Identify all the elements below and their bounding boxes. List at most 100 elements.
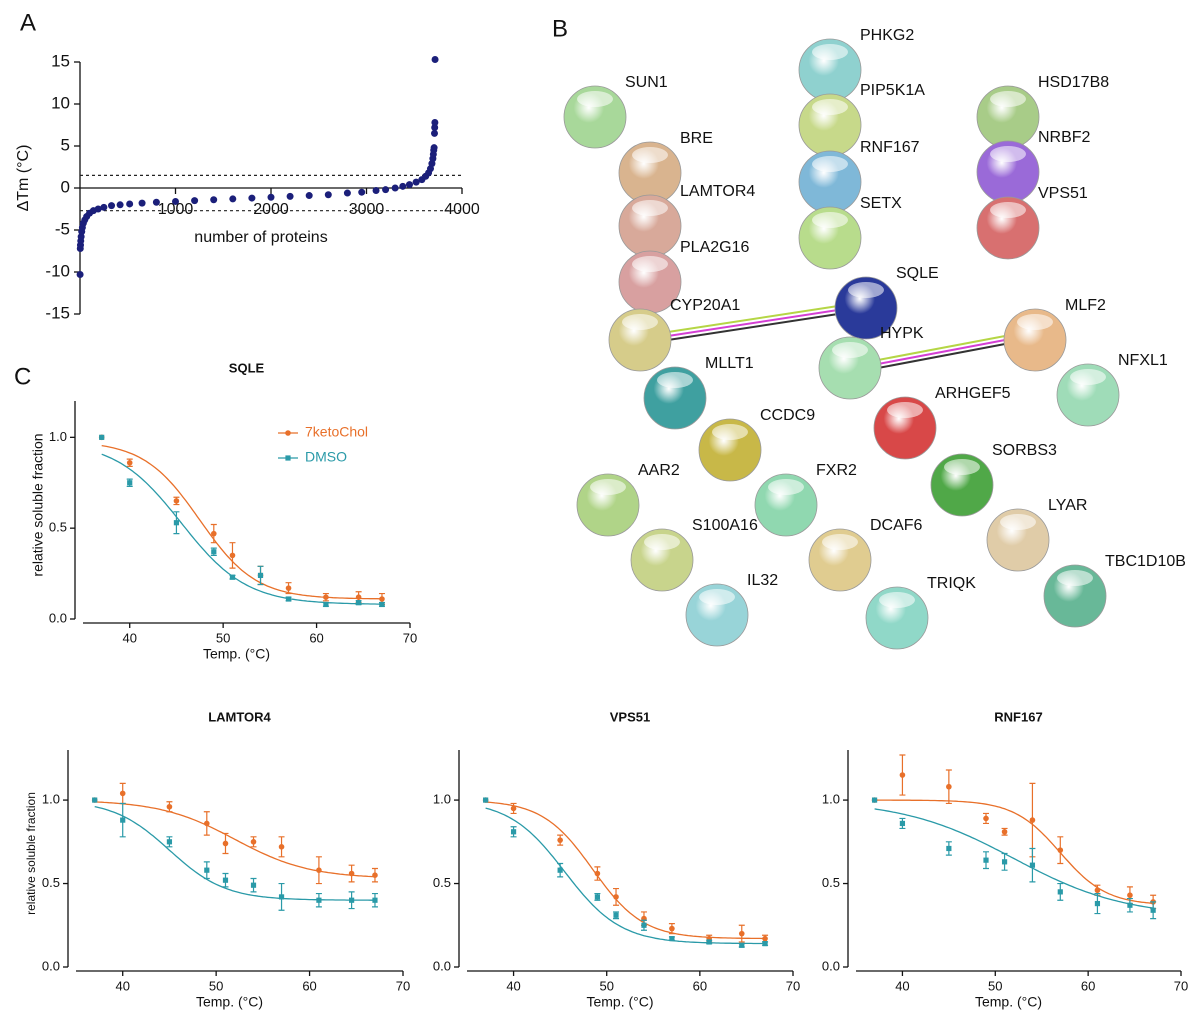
point [204,867,210,873]
node-label: SUN1 [625,74,668,91]
chart-title: LAMTOR4 [208,709,271,724]
node-highlight [644,534,680,550]
node-highlight [657,372,693,388]
point [324,191,332,199]
point [483,797,489,803]
point [248,194,256,202]
node-label: PIP5K1A [860,82,925,99]
point [557,837,563,843]
x-axis-label: Temp. (°C) [975,994,1042,1010]
node-label: PLA2G16 [680,239,749,256]
x-axis-label: Temp. (°C) [196,994,263,1010]
point [1029,817,1036,823]
y-tick-label: 1.0 [49,429,67,444]
point [358,188,366,196]
point [100,203,108,211]
point [382,186,390,194]
point [355,594,362,600]
point [641,922,647,928]
fit-curve [874,799,1154,904]
point [391,184,399,192]
point [613,894,619,900]
node-highlight [822,534,858,550]
point [379,601,385,608]
node-highlight [887,402,923,418]
point [257,572,264,578]
point [762,935,768,942]
point [316,897,322,903]
node-highlight [848,282,884,298]
point [204,820,210,827]
x-tick-label: 50 [209,978,223,993]
point [229,574,236,580]
point [229,195,237,203]
y-tick-label: 0.5 [822,875,840,890]
node-highlight [812,156,848,172]
point [669,936,675,942]
point [267,193,275,201]
point [431,55,439,63]
node-highlight [632,147,668,163]
point [739,942,745,948]
point [431,124,439,132]
point [1127,892,1133,899]
y-tick-label: -5 [55,219,70,238]
point [211,549,217,555]
point [510,805,517,812]
node-highlight [1070,369,1106,385]
node-highlight [1017,314,1053,330]
node-label: HYPK [880,325,924,342]
point [372,187,380,195]
y-tick-label: -15 [45,303,70,322]
point [349,897,355,903]
point [430,144,438,152]
point [285,585,292,591]
point [379,596,385,602]
point [1057,847,1064,853]
point [669,925,675,932]
chart-title: VPS51 [610,709,650,724]
y-axis-label: ΔTm (°C) [15,145,32,212]
point [172,197,179,205]
point [127,480,133,486]
node-highlight [712,424,748,440]
x-tick-label: 1000 [158,201,194,218]
point [229,552,236,559]
y-tick-label: 5 [61,135,70,154]
node-highlight [699,589,735,605]
x-axis-label: Temp. (°C) [203,646,270,662]
point [120,817,126,823]
x-tick-label: 60 [309,630,323,645]
x-tick-label: 70 [786,978,800,993]
x-tick-label: 2000 [253,201,289,218]
edge [667,313,839,341]
point [316,867,322,873]
point [405,181,413,189]
point [1029,862,1036,868]
node-highlight [990,146,1026,162]
node-highlight [990,91,1026,107]
point [613,912,619,918]
point [762,941,768,947]
x-axis-label: Temp. (°C) [586,994,653,1010]
legend-marker [285,455,291,461]
node-label: SORBS3 [992,442,1057,459]
node-highlight [832,342,868,358]
point [983,857,989,863]
point [108,202,116,210]
fit-curve [94,801,376,878]
point [1150,907,1156,913]
legend-label: 7ketoChol [305,424,368,440]
x-tick-label: 70 [396,978,410,993]
point [1127,902,1133,908]
y-tick-label: 0.5 [433,875,451,890]
y-tick-label: 0.0 [822,958,840,973]
point [285,596,292,602]
point [399,182,407,190]
point [557,867,563,873]
point [431,118,439,126]
node-highlight [577,91,613,107]
point [191,197,199,205]
point [286,192,294,200]
